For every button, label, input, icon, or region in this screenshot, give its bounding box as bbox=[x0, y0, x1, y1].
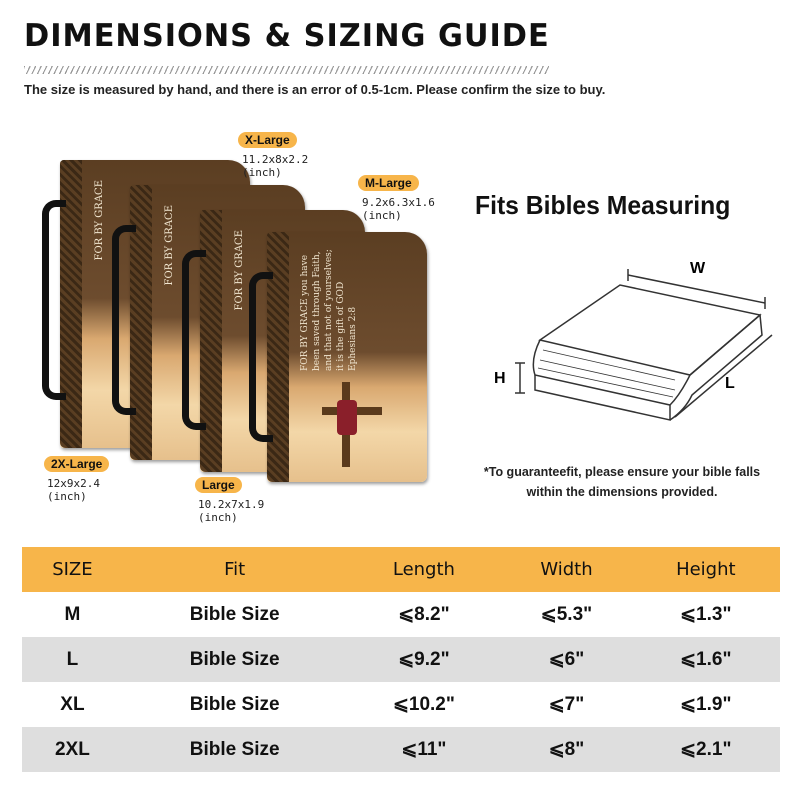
cell-length: ⩽11" bbox=[346, 727, 502, 772]
cell-height: ⩽2.1" bbox=[631, 727, 780, 772]
cell-fit: Bible Size bbox=[122, 637, 347, 682]
size-badge: X-Large bbox=[238, 132, 297, 148]
cell-size: M bbox=[64, 603, 81, 625]
cell-width: ⩽7" bbox=[548, 694, 585, 715]
size-dims: 10.2x7x1.9 (inch) bbox=[198, 498, 265, 524]
fit-note: *To guaranteefit, please ensure your bib… bbox=[483, 465, 761, 499]
w-label: W bbox=[690, 260, 706, 277]
cover-m-large: FOR BY GRACE you have been saved through… bbox=[249, 232, 427, 482]
col-size: SIZE bbox=[22, 547, 123, 592]
hatch-divider bbox=[24, 66, 549, 74]
cell-fit: Bible Size bbox=[122, 727, 347, 772]
cell-length: ⩽8.2" bbox=[398, 604, 450, 625]
size-dims: 11.2x8x2.2 (inch) bbox=[242, 153, 309, 179]
table-row: 2XL Bible Size ⩽11" ⩽8" ⩽2.1" bbox=[22, 727, 780, 772]
cell-size: L bbox=[22, 637, 123, 682]
table-row: M Bible Size ⩽8.2" ⩽5.3" ⩽1.3" bbox=[22, 592, 780, 637]
cell-height: ⩽1.6" bbox=[631, 637, 780, 682]
cell-width: ⩽8" bbox=[501, 727, 632, 772]
col-width: Width bbox=[501, 547, 632, 592]
cell-width: ⩽6" bbox=[501, 637, 632, 682]
cell-length: ⩽10.2" bbox=[392, 694, 455, 715]
cell-height: ⩽1.3" bbox=[680, 604, 732, 625]
col-fit: Fit bbox=[122, 547, 347, 592]
cell-length: ⩽9.2" bbox=[346, 637, 502, 682]
subtitle: The size is measured by hand, and there … bbox=[24, 82, 606, 97]
cell-fit: Bible Size bbox=[189, 693, 280, 715]
size-table: SIZE Fit Length Width Height M Bible Size… bbox=[22, 547, 780, 772]
fits-title: Fits Bibles Measuring bbox=[475, 190, 731, 220]
col-length: Length bbox=[346, 547, 502, 592]
l-label: L bbox=[725, 375, 735, 392]
cell-width: ⩽5.3" bbox=[540, 604, 593, 625]
h-label: H bbox=[494, 370, 506, 387]
cell-fit: Bible Size bbox=[189, 603, 280, 625]
size-badge: M-Large bbox=[358, 175, 419, 191]
bible-dimension-diagram: W H L bbox=[494, 260, 773, 421]
cell-size: XL bbox=[60, 693, 85, 715]
size-badge: Large bbox=[195, 477, 242, 493]
cell-size: 2XL bbox=[22, 727, 123, 772]
size-dims: 9.2x6.3x1.6 (inch) bbox=[362, 196, 435, 222]
size-dims: 12x9x2.4 (inch) bbox=[47, 477, 100, 503]
page-title: DIMENSIONS & SIZING GUIDE bbox=[24, 18, 550, 54]
table-row: L Bible Size ⩽9.2" ⩽6" ⩽1.6" bbox=[22, 637, 780, 682]
size-badge: 2X-Large bbox=[44, 456, 110, 472]
col-height: Height bbox=[631, 547, 780, 592]
table-header: SIZE Fit Length Width Height bbox=[22, 547, 780, 592]
cover-verse-text: FOR BY GRACE you have been saved through… bbox=[300, 249, 358, 371]
table-row: XL Bible Size ⩽10.2" ⩽7" ⩽1.9" bbox=[22, 682, 780, 727]
cell-height: ⩽1.9" bbox=[680, 694, 732, 715]
